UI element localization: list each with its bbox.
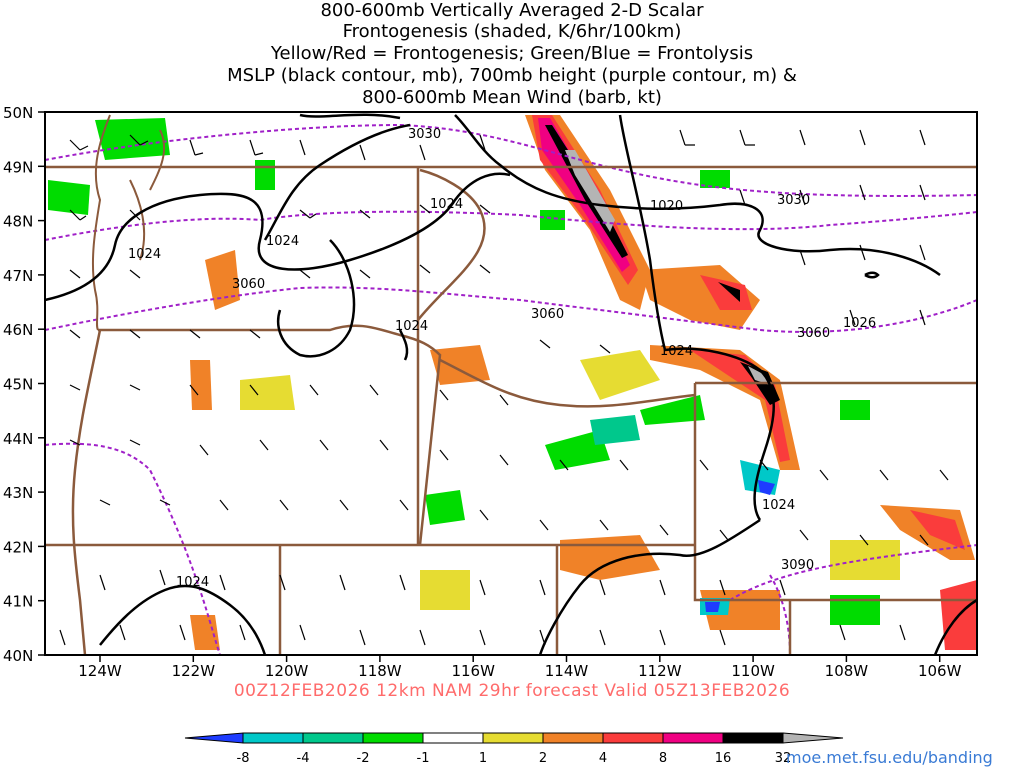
lat-tick-label: 41N	[3, 593, 33, 611]
title-line-2: Frontogenesis (shaded, K/6hr/100km)	[342, 21, 682, 42]
lat-tick-label: 45N	[3, 376, 33, 394]
mslp-label: 1024	[266, 234, 299, 249]
colorbar-label: -1	[417, 751, 430, 766]
height-label-group: 3030 3030 3060 3060 3060 3090	[232, 127, 830, 573]
state-borders	[45, 165, 977, 656]
colorbar-segment	[722, 732, 784, 744]
mslp-label: 1024	[762, 498, 795, 513]
lat-tick-label: 44N	[3, 430, 33, 448]
height-label: 3030	[777, 193, 810, 208]
frontogenesis-shading	[48, 115, 977, 650]
lat-tick-label: 47N	[3, 267, 33, 285]
lon-tick-label: 106W	[918, 662, 962, 680]
lon-tick-label: 116W	[451, 662, 495, 680]
height-label: 3060	[232, 277, 265, 292]
valid-time-text: 00Z12FEB2026 12km NAM 29hr forecast Vali…	[233, 681, 791, 701]
colorbar-segment	[242, 732, 304, 744]
mslp-label: 1024	[430, 197, 463, 212]
title-line-1: 800-600mb Vertically Averaged 2-D Scalar	[320, 0, 704, 21]
mslp-label: 1024	[176, 575, 209, 590]
lat-tick-label: 49N	[3, 158, 33, 176]
coastline	[91, 114, 166, 331]
colorbar-segment	[542, 732, 604, 744]
colorbar: -8 -4 -2 -1 1 2 4 8 16 32	[184, 732, 844, 766]
lon-tick-label: 124W	[78, 662, 122, 680]
lon-tick-label: 122W	[172, 662, 216, 680]
colorbar-label: 4	[599, 751, 607, 766]
colorbar-segment	[362, 732, 424, 744]
mslp-label: 1026	[843, 316, 876, 331]
height-label: 3060	[531, 307, 564, 322]
mslp-label: 1024	[128, 247, 161, 262]
title-line-3: Yellow/Red = Frontogenesis; Green/Blue =…	[270, 43, 754, 64]
colorbar-arrow-left	[184, 732, 244, 744]
title-line-5: 800-600mb Mean Wind (barb, kt)	[362, 87, 662, 108]
lat-tick-label: 50N	[3, 104, 33, 122]
height-label: 3030	[408, 127, 441, 142]
colorbar-label: -2	[357, 751, 370, 766]
mslp-label: 1020	[650, 199, 683, 214]
title-line-4: MSLP (black contour, mb), 700mb height (…	[227, 65, 797, 86]
longitude-axis: 124W 122W 120W 118W 116W 114W 112W 110W 108W 106W	[78, 655, 962, 680]
lon-tick-label: 120W	[265, 662, 309, 680]
colorbar-segment	[482, 732, 544, 744]
mslp-label-group: 1024 1024 1024 1024 1020 1026 1024 1024 …	[128, 197, 876, 590]
mslp-contours	[44, 113, 978, 656]
colorbar-label: -4	[297, 751, 310, 766]
mslp-label: 1024	[660, 344, 693, 359]
lon-tick-label: 112W	[638, 662, 682, 680]
height-label: 3090	[781, 558, 814, 573]
height-label: 3060	[797, 326, 830, 341]
colorbar-label: 8	[659, 751, 667, 766]
colorbar-segment	[422, 732, 484, 744]
wind-barbs	[59, 129, 949, 646]
colorbar-arrow-right	[782, 732, 844, 744]
lat-tick-label: 43N	[3, 484, 33, 502]
mslp-label: 1024	[395, 319, 428, 334]
website-link[interactable]: moe.met.fsu.edu/banding	[786, 748, 993, 767]
latitude-axis: 50N 49N 48N 47N 46N 45N 44N 43N 42N 41N 40N	[3, 104, 45, 665]
lon-tick-label: 114W	[545, 662, 589, 680]
lon-tick-label: 118W	[358, 662, 402, 680]
lat-tick-label: 42N	[3, 538, 33, 556]
colorbar-segment	[602, 732, 664, 744]
colorbar-segment	[302, 732, 364, 744]
lon-tick-label: 110W	[731, 662, 775, 680]
colorbar-segment	[662, 732, 724, 744]
colorbar-label: -8	[237, 751, 250, 766]
colorbar-label: 2	[539, 751, 547, 766]
lat-tick-label: 40N	[3, 647, 33, 665]
height-contours	[44, 123, 978, 656]
lat-tick-label: 48N	[3, 213, 33, 231]
colorbar-label: 32	[775, 751, 792, 766]
colorbar-label: 16	[715, 751, 732, 766]
lat-tick-label: 46N	[3, 321, 33, 339]
lon-tick-label: 108W	[825, 662, 869, 680]
colorbar-label: 1	[479, 751, 487, 766]
